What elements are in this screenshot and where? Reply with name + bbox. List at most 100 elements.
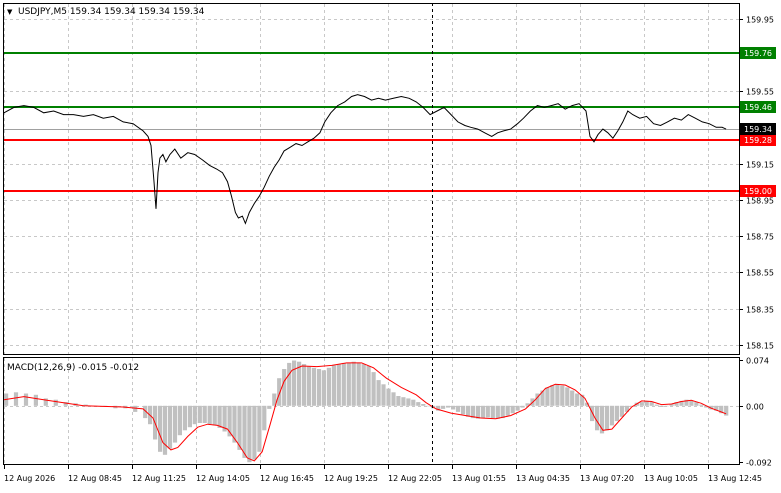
level-tag-159.28: 159.28 bbox=[744, 136, 772, 145]
macd-histogram-bar bbox=[674, 402, 679, 406]
price-axis-background bbox=[740, 0, 781, 489]
macd-histogram-bar bbox=[167, 405, 173, 449]
macd-histogram-bar bbox=[545, 387, 550, 406]
macd-histogram-bar bbox=[192, 405, 197, 425]
macd-histogram-bar bbox=[704, 405, 709, 408]
macd-axis: 0.074 0.00 -0.092 bbox=[739, 357, 772, 468]
macd-histogram-bar bbox=[495, 405, 500, 419]
macd-histogram-bar bbox=[451, 405, 456, 410]
macd-histogram-bar bbox=[247, 405, 252, 463]
price-line bbox=[3, 94, 727, 225]
macd-histogram-bar bbox=[570, 390, 575, 406]
macd-histogram-bar bbox=[714, 405, 719, 411]
macd-histogram-bar bbox=[391, 392, 396, 406]
current-price-tag: 159.34 bbox=[744, 125, 772, 134]
macd-histogram-bar bbox=[595, 405, 600, 431]
macd-histogram-bar bbox=[43, 398, 48, 406]
macd-histogram-bar bbox=[525, 403, 530, 406]
macd-histogram-bar bbox=[664, 405, 669, 407]
macd-histogram-bar bbox=[13, 392, 19, 406]
macd-histogram-bar bbox=[684, 399, 689, 406]
macd-histogram-bar bbox=[396, 396, 401, 406]
macd-histogram-bar bbox=[262, 405, 267, 431]
macd-histogram-bar bbox=[177, 405, 182, 436]
macd-histogram-bar bbox=[699, 404, 704, 406]
macd-histogram-bar bbox=[580, 394, 585, 406]
macd-histogram-bar bbox=[669, 404, 674, 406]
macd-histogram-bar bbox=[202, 405, 207, 423]
level-tag-159.28-bg bbox=[740, 134, 776, 146]
level-tag-159.76-bg bbox=[740, 47, 776, 59]
macd-histogram-bar bbox=[381, 384, 386, 406]
level-tag-159.00-bg bbox=[740, 185, 776, 197]
macd-histogram-bar bbox=[441, 405, 446, 409]
time-label: 13 Aug 12:45 bbox=[708, 474, 762, 483]
macd-histogram-bar bbox=[242, 405, 247, 458]
time-label: 12 Aug 2026 bbox=[4, 474, 55, 483]
macd-histogram-bar bbox=[446, 405, 451, 408]
macd-histogram-bar bbox=[302, 364, 307, 406]
time-label: 12 Aug 11:25 bbox=[132, 474, 186, 483]
time-label: 13 Aug 04:35 bbox=[516, 474, 570, 483]
price-tick-label: 158.35 bbox=[746, 306, 774, 315]
price-pane[interactable] bbox=[3, 3, 740, 355]
macd-histogram-bar bbox=[336, 364, 341, 406]
macd-histogram-bar bbox=[659, 405, 664, 407]
macd-histogram-bar bbox=[371, 372, 376, 406]
level-tag-159.00: 159.00 bbox=[744, 187, 772, 196]
macd-histogram-bar bbox=[361, 364, 366, 406]
price-tick-label: 159.55 bbox=[746, 88, 774, 97]
macd-histogram-bar bbox=[143, 405, 148, 419]
time-label: 12 Aug 19:25 bbox=[324, 474, 378, 483]
macd-histogram-bar bbox=[267, 405, 272, 409]
macd-histogram-bar bbox=[590, 405, 595, 422]
macd-title: MACD(12,26,9) -0.015 -0.012 bbox=[7, 363, 139, 373]
current-price-tag-bg bbox=[740, 123, 776, 135]
macd-histogram-bar bbox=[187, 405, 192, 428]
macd-histogram-bar bbox=[356, 362, 361, 406]
macd-histogram-bar bbox=[520, 405, 525, 408]
macd-histogram-bar bbox=[306, 366, 312, 406]
price-tick-label: 158.15 bbox=[746, 342, 774, 351]
macd-histogram-bar bbox=[133, 405, 138, 412]
macd-histogram-bar bbox=[227, 405, 232, 437]
macd-histogram-bar bbox=[515, 405, 520, 411]
price-axis: 159.95 159.55 159.15 158.95 158.75 158.55 158.… bbox=[739, 16, 774, 351]
macd-signal-line bbox=[3, 362, 727, 462]
macd-histogram-bar bbox=[321, 370, 326, 406]
time-label: 13 Aug 07:20 bbox=[580, 474, 634, 483]
macd-histogram-bar bbox=[292, 360, 297, 406]
macd-histogram-bar bbox=[560, 385, 565, 406]
price-tags: 159.76 159.46 159.28 159.00 159.34 bbox=[740, 47, 776, 197]
macd-histogram-bar bbox=[297, 361, 302, 406]
macd-tick-label: 0.074 bbox=[746, 357, 769, 366]
macd-histogram-bar bbox=[639, 402, 644, 406]
macd-histogram-bar bbox=[346, 362, 351, 406]
macd-histogram-bar bbox=[217, 405, 222, 428]
macd-histogram-bar bbox=[277, 378, 282, 406]
macd-histogram-bar bbox=[485, 405, 490, 418]
macd-histogram-bar bbox=[316, 369, 322, 406]
symbol-menu-icon[interactable]: ▼ bbox=[7, 8, 13, 16]
macd-histogram-bar bbox=[649, 402, 654, 406]
macd-histogram-bar bbox=[540, 390, 545, 406]
symbol-label: USDJPY,M5 159.34 159.34 159.34 159.34 bbox=[18, 7, 205, 17]
macd-histogram-bar bbox=[604, 405, 610, 431]
macd-histogram-bar bbox=[565, 387, 570, 406]
macd-histogram-bar bbox=[619, 405, 624, 417]
macd-histogram-bar bbox=[575, 393, 580, 406]
price-tick-label: 158.55 bbox=[746, 269, 774, 278]
macd-histogram-bar bbox=[709, 405, 714, 410]
macd-histogram-bar bbox=[599, 405, 605, 434]
macd-histogram-bar bbox=[366, 366, 371, 406]
time-label: 13 Aug 10:05 bbox=[644, 474, 698, 483]
macd-histogram-bar bbox=[654, 404, 659, 406]
macd-histogram-bar bbox=[401, 397, 406, 406]
time-label: 12 Aug 22:05 bbox=[388, 474, 442, 483]
level-tag-159.76: 159.76 bbox=[744, 49, 772, 58]
macd-histogram-bar bbox=[172, 405, 178, 443]
macd-histogram-bar bbox=[237, 405, 242, 450]
macd-histogram-bar bbox=[331, 365, 336, 406]
